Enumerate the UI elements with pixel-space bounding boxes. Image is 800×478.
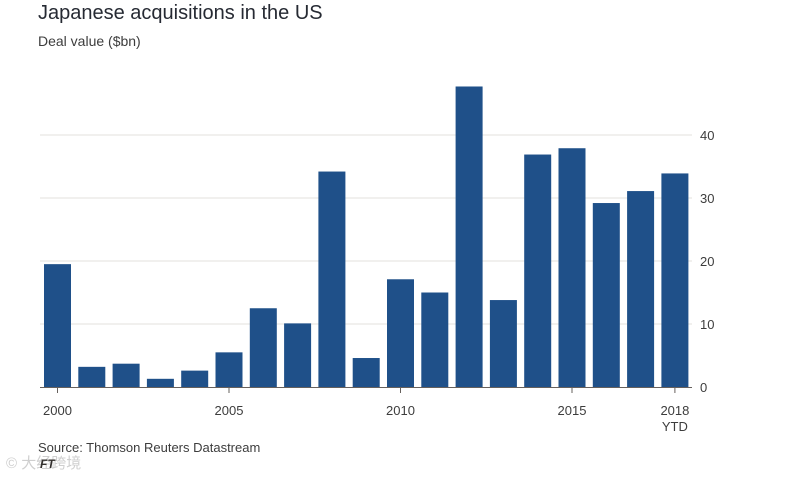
y-tick-label: 40 xyxy=(700,128,714,143)
bar xyxy=(524,154,552,387)
y-tick-label: 30 xyxy=(700,191,714,206)
bar xyxy=(215,352,243,387)
y-tick-label: 0 xyxy=(700,380,707,395)
bar xyxy=(421,292,449,387)
x-tick-label: 2005 xyxy=(215,403,244,418)
bar xyxy=(661,173,689,387)
source-note: Source: Thomson Reuters Datastream xyxy=(38,440,261,455)
bar xyxy=(78,366,106,387)
bar xyxy=(387,279,414,387)
bar xyxy=(249,308,277,387)
bar xyxy=(112,363,140,387)
watermark: © 大经跨境 xyxy=(6,455,82,472)
ft-logo: FT xyxy=(40,457,55,471)
bar xyxy=(318,171,346,387)
bar xyxy=(592,203,620,387)
bar xyxy=(455,86,483,388)
bar xyxy=(284,323,312,387)
x-tick-label: 2000 xyxy=(43,403,72,418)
bar xyxy=(146,378,174,387)
bar xyxy=(489,300,517,387)
y-tick-label: 20 xyxy=(700,254,714,269)
x-tick-label: 2015 xyxy=(558,403,587,418)
x-tick-label: 2010 xyxy=(386,403,415,418)
x-tick-sublabel: YTD xyxy=(662,419,688,434)
y-tick-label: 10 xyxy=(700,317,714,332)
chart-subtitle: Deal value ($bn) xyxy=(38,33,141,49)
bar xyxy=(558,148,586,387)
bar xyxy=(181,370,209,387)
bar xyxy=(352,358,380,387)
bar xyxy=(627,191,655,387)
chart-title: Japanese acquisitions in the US xyxy=(38,2,323,24)
bar xyxy=(44,264,71,387)
x-tick-label: 2018 xyxy=(660,403,689,418)
